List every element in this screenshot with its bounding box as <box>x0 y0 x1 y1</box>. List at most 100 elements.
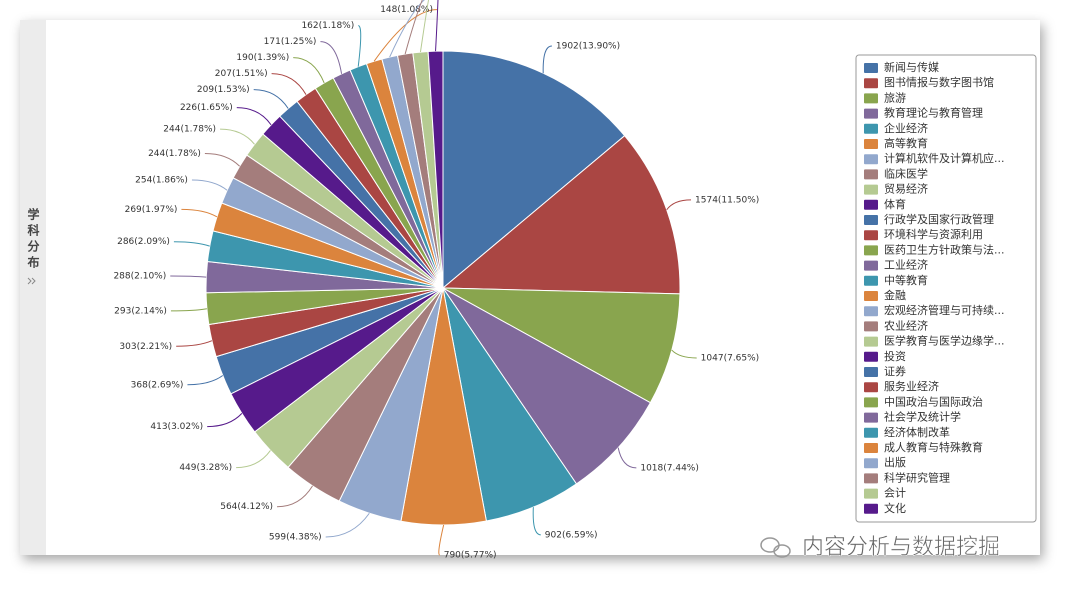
legend-swatch <box>864 184 878 195</box>
watermark: 内容分析与数据挖掘 <box>802 535 1000 560</box>
leader-line <box>671 349 697 359</box>
data-label: 244(1.78%) <box>148 149 201 159</box>
leader-line <box>542 45 552 74</box>
legend-label: 贸易经济 <box>884 182 928 196</box>
legend-label: 会计 <box>884 487 906 500</box>
leader-line <box>666 199 692 211</box>
data-label: 790(5.77%) <box>444 550 497 560</box>
data-label: 226(1.65%) <box>180 103 233 113</box>
legend-swatch <box>864 443 878 453</box>
leader-line <box>277 485 313 508</box>
legend-label: 工业经济 <box>884 258 928 272</box>
data-label: 449(3.28%) <box>179 463 232 473</box>
leader-line <box>176 340 213 347</box>
data-label: 1018(7.44%) <box>640 463 699 473</box>
legend-label: 投资 <box>884 349 906 363</box>
leader-line <box>187 375 224 386</box>
legend-label: 证券 <box>884 364 906 378</box>
legend-swatch <box>864 458 878 469</box>
data-label: 1574(11.50%) <box>695 195 759 205</box>
legend-label: 中等教育 <box>884 273 928 287</box>
data-label: 368(2.69%) <box>131 380 184 390</box>
legend-label: 图书情报与数字图书馆 <box>884 75 994 89</box>
data-label: 902(6.59%) <box>545 530 598 540</box>
data-label: 190(1.39%) <box>236 53 289 63</box>
leader-line <box>373 9 438 62</box>
sidebar <box>20 20 46 555</box>
legend-label: 环境科学与资源利用 <box>884 227 983 241</box>
data-label: 171(1.25%) <box>264 37 317 47</box>
legend-label: 体育 <box>884 197 906 211</box>
leader-line <box>404 0 423 55</box>
sidebar-title: 学科分布 <box>26 207 40 272</box>
legend-label: 金融 <box>884 288 906 302</box>
legend-swatch <box>864 108 878 119</box>
legend-label: 经济体制改革 <box>884 425 950 439</box>
legend-swatch <box>864 139 878 149</box>
legend-label: 科学研究管理 <box>884 470 950 484</box>
legend-label: 新闻与传媒 <box>884 60 939 74</box>
legend-label: 行政学及国家行政管理 <box>884 212 994 226</box>
leader-line <box>617 447 637 469</box>
legend-swatch <box>864 245 878 256</box>
legend-swatch <box>864 78 878 89</box>
legend-swatch <box>864 199 878 210</box>
data-label: 599(4.38%) <box>269 533 322 543</box>
legend-swatch <box>864 275 878 286</box>
pie-slice <box>442 287 681 404</box>
data-label: 162(1.18%) <box>301 21 354 31</box>
wechat-icon <box>760 537 791 558</box>
leader-line <box>357 25 362 67</box>
data-label: 148(1.08%) <box>380 5 433 15</box>
data-label: 254(1.86%) <box>135 175 188 185</box>
data-label: 303(2.21%) <box>119 342 172 352</box>
legend-swatch <box>864 382 878 393</box>
legend-label: 高等教育 <box>884 136 928 150</box>
legend-swatch <box>864 427 878 438</box>
legend-swatch <box>864 336 878 347</box>
legend-swatch <box>864 306 878 317</box>
legend-swatch <box>864 123 878 134</box>
legend-label: 医药卫生方针政策与法... <box>884 242 1005 256</box>
pie-slice <box>442 287 652 485</box>
data-label: 269(1.97%) <box>125 205 178 215</box>
data-label: 1047(7.65%) <box>701 353 760 363</box>
legend-swatch <box>864 367 878 377</box>
legend-swatch <box>864 351 878 362</box>
legend-swatch <box>864 169 878 180</box>
legend-swatch <box>864 412 878 423</box>
expand-icon[interactable] <box>27 277 36 285</box>
legend-label: 教育理论与教育管理 <box>884 106 983 120</box>
legend-swatch <box>864 154 878 165</box>
leader-line <box>220 128 255 145</box>
legend-swatch <box>864 503 878 514</box>
legend-label: 中国政治与国际政治 <box>884 394 983 408</box>
legend-label: 临床医学 <box>884 166 928 180</box>
leader-line <box>173 241 210 247</box>
leader-line <box>438 524 445 556</box>
legend-label: 文化 <box>884 501 906 515</box>
legend-swatch <box>864 63 878 73</box>
legend-label: 计算机软件及计算机应... <box>884 151 1005 165</box>
data-label: 244(1.78%) <box>163 125 216 135</box>
leader-line <box>170 308 207 312</box>
data-label: 288(2.10%) <box>113 271 166 281</box>
data-label: 207(1.51%) <box>215 69 268 79</box>
leader-line <box>207 413 243 428</box>
legend-label: 社会学及统计学 <box>884 410 961 424</box>
leader-line <box>320 41 343 74</box>
data-label: 1902(13.90%) <box>556 42 620 52</box>
data-label: 564(4.12%) <box>220 502 273 512</box>
leader-line <box>236 107 272 126</box>
leader-line <box>325 512 370 538</box>
legend-swatch <box>864 397 878 408</box>
pie-slice <box>442 50 626 290</box>
legend-box <box>855 54 1037 523</box>
data-label: 293(2.14%) <box>114 306 167 316</box>
leader-line <box>419 0 430 53</box>
legend-label: 旅游 <box>884 90 906 104</box>
leader-line <box>532 507 541 536</box>
leader-line <box>293 57 325 84</box>
